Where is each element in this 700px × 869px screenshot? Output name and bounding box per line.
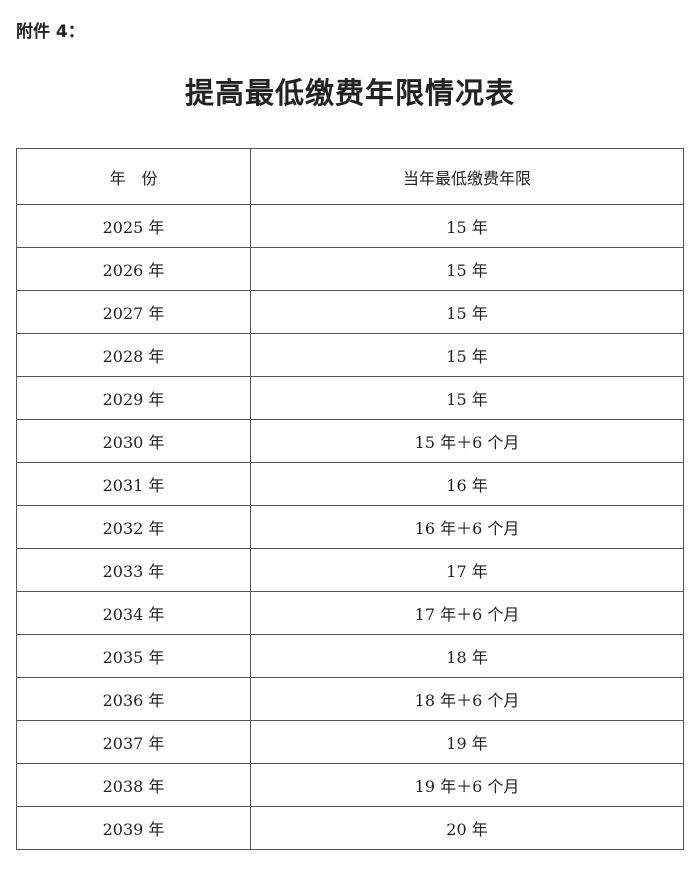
cell-year: 2025 年 (16, 204, 251, 248)
cell-min-years: 19 年＋6 个月 (250, 763, 684, 807)
cell-min-years: 16 年 (250, 462, 684, 506)
table-row: 2037 年 19 年 (16, 720, 684, 764)
cell-year: 2038 年 (16, 763, 251, 807)
table-row: 2039 年 20 年 (16, 806, 684, 850)
table-row: 2038 年 19 年＋6 个月 (16, 763, 684, 807)
table-row: 2029 年 15 年 (16, 376, 684, 420)
table-row: 2033 年 17 年 (16, 548, 684, 592)
cell-year: 2034 年 (16, 591, 251, 635)
page-title: 提高最低缴费年限情况表 (184, 76, 515, 110)
cell-year: 2030 年 (16, 419, 251, 463)
cell-year: 2036 年 (16, 677, 251, 721)
cell-min-years: 18 年＋6 个月 (250, 677, 684, 721)
table-row: 2026 年 15 年 (16, 247, 684, 291)
cell-year: 2026 年 (16, 247, 251, 291)
cell-year: 2028 年 (16, 333, 251, 377)
table-row: 2030 年 15 年＋6 个月 (16, 419, 684, 463)
cell-min-years: 18 年 (250, 634, 684, 678)
attachment-label: 附件 4： (16, 22, 85, 42)
cell-min-years: 15 年 (250, 290, 684, 334)
cell-min-years: 15 年 (250, 376, 684, 420)
header-min-years: 当年最低缴费年限 (250, 148, 684, 205)
table-row: 2028 年 15 年 (16, 333, 684, 377)
table-row: 2035 年 18 年 (16, 634, 684, 678)
cell-year: 2035 年 (16, 634, 251, 678)
table-row: 2034 年 17 年＋6 个月 (16, 591, 684, 635)
cell-min-years: 19 年 (250, 720, 684, 764)
table-row: 2027 年 15 年 (16, 290, 684, 334)
cell-min-years: 15 年＋6 个月 (250, 419, 684, 463)
cell-year: 2029 年 (16, 376, 251, 420)
table-row: 2032 年 16 年＋6 个月 (16, 505, 684, 549)
cell-year: 2031 年 (16, 462, 251, 506)
table-row: 2036 年 18 年＋6 个月 (16, 677, 684, 721)
cell-year: 2039 年 (16, 806, 251, 850)
table-row: 2031 年 16 年 (16, 462, 684, 506)
table-row: 2025 年 15 年 (16, 204, 684, 248)
table-header-row: 年 份 当年最低缴费年限 (16, 148, 684, 205)
cell-year: 2027 年 (16, 290, 251, 334)
cell-min-years: 20 年 (250, 806, 684, 850)
cell-year: 2037 年 (16, 720, 251, 764)
cell-min-years: 16 年＋6 个月 (250, 505, 684, 549)
header-year: 年 份 (16, 148, 251, 205)
cell-min-years: 17 年＋6 个月 (250, 591, 684, 635)
cell-year: 2033 年 (16, 548, 251, 592)
cell-min-years: 15 年 (250, 333, 684, 377)
cell-min-years: 15 年 (250, 247, 684, 291)
cell-year: 2032 年 (16, 505, 251, 549)
cell-min-years: 17 年 (250, 548, 684, 592)
cell-min-years: 15 年 (250, 204, 684, 248)
